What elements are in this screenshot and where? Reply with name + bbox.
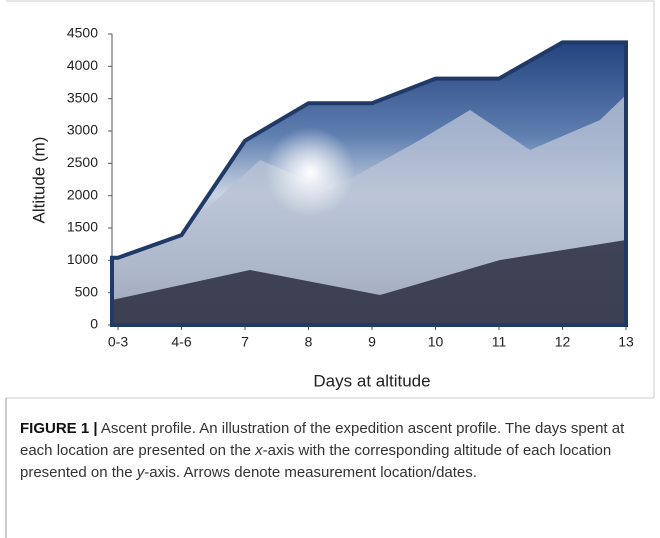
caption: FIGURE 1 | Ascent profile. An illustrati… (20, 418, 645, 484)
sun (265, 127, 355, 217)
y-tick-label: 3000 (67, 122, 98, 138)
x-tick-label: 11 (492, 334, 507, 350)
area-outline (110, 40, 628, 327)
y-tick-label: 500 (75, 283, 99, 299)
caption-text: y (136, 464, 145, 481)
y-tick-label: 0 (90, 316, 98, 332)
caption-text: FIGURE 1 | (20, 420, 98, 437)
x-tick-label: 0-3 (108, 334, 128, 350)
caption-text: x (255, 442, 263, 459)
y-tick-label: 1500 (67, 219, 98, 235)
caption-text: Ascent profile. An illustration of the e… (20, 420, 625, 459)
y-tick-label: 4000 (67, 57, 98, 73)
y-tick-label: 4500 (67, 25, 98, 41)
caption-text: -axis with the corresponding altitude of… (20, 442, 612, 481)
mountain-shadow (112, 240, 626, 325)
y-axis-label: Altitude (m) (29, 137, 48, 224)
x-tick-label: 4-6 (171, 334, 191, 350)
y-tick-label: 1000 (67, 251, 98, 267)
y-tick-label: 2000 (67, 186, 98, 202)
y-tick-label: 2500 (67, 154, 98, 170)
x-tick-label: 8 (305, 334, 313, 350)
x-tick-label: 9 (368, 334, 376, 350)
x-tick-label: 12 (555, 334, 571, 350)
x-axis-label: Days at altitude (313, 371, 430, 390)
y-tick-label: 3500 (67, 89, 98, 105)
x-tick-label: 7 (241, 334, 249, 350)
caption-text: -axis. Arrows denote measurement locatio… (144, 464, 477, 481)
area-image (112, 42, 626, 325)
x-tick-label: 13 (618, 334, 634, 350)
x-tick-label: 10 (428, 334, 444, 350)
